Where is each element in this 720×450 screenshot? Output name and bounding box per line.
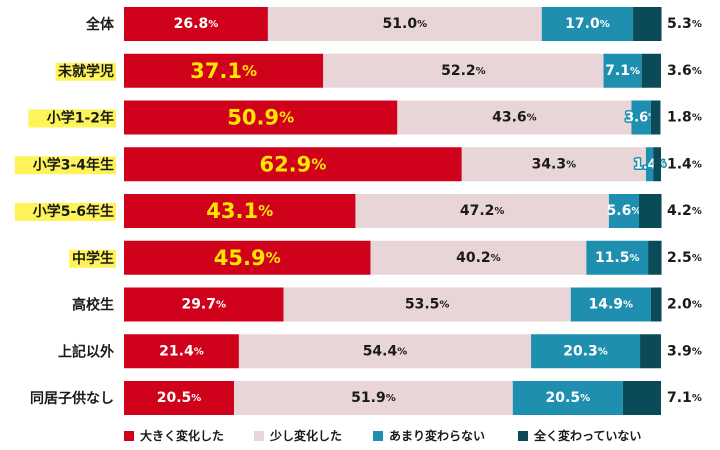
bar-segment — [283, 287, 571, 322]
category-label: 中学生 — [72, 250, 114, 267]
bar-segment — [570, 287, 651, 322]
legend-label: 全く変わっていない — [533, 428, 641, 443]
category-highlight — [14, 156, 116, 175]
bars-group: 全体 26.8% 51.0% 17.0% 5.3% 未就学児 37.1% 52.2% 7.1% 3… — [14, 7, 702, 415]
data-label: 51.0% — [383, 16, 428, 32]
data-label: 50.9% — [227, 106, 294, 130]
data-label: 5.6% — [607, 203, 642, 219]
category-label: 小学5-6年生 — [33, 203, 114, 220]
bar-segment — [124, 53, 324, 88]
legend-swatch — [124, 431, 134, 441]
data-label: 2.5% — [667, 250, 702, 266]
bar-segment — [124, 100, 398, 135]
data-label: 20.5% — [157, 390, 202, 406]
category-highlight — [28, 109, 116, 128]
legend: 大きく変化した 少し変化した あまり変わらない 全く変わっていない — [124, 428, 641, 443]
legend-label: あまり変わらない — [389, 428, 485, 443]
bar-segment — [124, 240, 371, 275]
bar-segment — [238, 334, 532, 369]
bar-segment — [124, 381, 235, 415]
data-label: 2.0% — [667, 297, 702, 313]
data-label: 43.6% — [492, 110, 537, 126]
category-highlight — [55, 62, 116, 81]
data-label: 62.9% — [259, 152, 326, 176]
category-label: 高校生 — [72, 297, 114, 314]
bar-segment — [124, 194, 356, 228]
data-label: 29.7% — [181, 297, 226, 313]
data-label: 14.9% — [589, 297, 634, 313]
bar-segment — [124, 334, 239, 369]
data-label: 17.0% — [565, 16, 610, 32]
legend-label: 大きく変化した — [140, 428, 224, 443]
data-label: 3.9% — [667, 343, 702, 359]
data-label: 53.5% — [405, 297, 450, 313]
bar-segment — [622, 381, 661, 415]
data-label: 40.2% — [456, 250, 501, 266]
category-label: 小学1-2年 — [47, 110, 114, 127]
bar-segment — [531, 334, 641, 369]
category-label: 同居子供なし — [30, 390, 114, 407]
data-label: 4.2% — [667, 203, 702, 219]
data-label: 20.3% — [563, 343, 608, 359]
data-label: 7.1% — [605, 63, 640, 79]
data-label: 37.1% — [190, 59, 257, 83]
bar-segment — [641, 53, 661, 88]
data-label: 1.8% — [667, 110, 702, 126]
category-label: 小学3-4年生 — [33, 156, 114, 173]
legend-swatch — [518, 431, 528, 441]
data-label: 54.4% — [363, 343, 408, 359]
data-label: 26.8% — [174, 16, 219, 32]
bar-segment — [461, 147, 646, 182]
category-highlight — [69, 249, 116, 268]
bar-segment — [124, 147, 462, 182]
bar-segment — [631, 100, 651, 135]
data-label: 1.4% — [667, 156, 702, 172]
bar-segment — [648, 240, 662, 275]
data-label: 52.2% — [441, 63, 486, 79]
data-label: 3.6% — [667, 63, 702, 79]
bar-segment — [640, 334, 661, 369]
bar-segment — [397, 100, 632, 135]
bar-segment — [608, 194, 639, 228]
data-label: 20.5% — [546, 390, 591, 406]
bar-segment — [370, 240, 587, 275]
bar-segment — [512, 381, 623, 415]
bar-segment — [603, 53, 642, 88]
bar-segment — [541, 7, 634, 41]
category-label: 全体 — [85, 16, 115, 33]
bar-segment — [267, 7, 542, 41]
data-label: 47.2% — [460, 203, 505, 219]
data-label: 11.5% — [595, 250, 640, 266]
bar-segment — [586, 240, 649, 275]
legend-swatch — [373, 431, 383, 441]
bar-segment — [650, 100, 661, 135]
category-label: 未就学児 — [58, 63, 114, 80]
data-label: 21.4% — [159, 343, 204, 359]
bar-segment — [645, 147, 654, 182]
bar-segment — [638, 194, 662, 228]
data-label: 43.1% — [206, 199, 273, 223]
bar-segment — [650, 287, 662, 322]
data-label: 5.3% — [667, 16, 702, 32]
bar-segment — [124, 7, 268, 41]
bar-segment — [124, 287, 284, 322]
category-label: 上記以外 — [58, 343, 114, 360]
data-label: 51.9% — [351, 390, 396, 406]
bar-segment — [323, 53, 604, 88]
legend-label: 少し変化した — [269, 428, 342, 443]
data-label: 34.3% — [532, 156, 577, 172]
bar-segment — [355, 194, 609, 228]
category-highlight — [14, 203, 116, 221]
bar-segment — [633, 7, 662, 41]
data-label: 45.9% — [214, 246, 281, 270]
bar-segment — [653, 147, 661, 182]
legend-swatch — [254, 431, 264, 441]
data-label: 7.1% — [667, 390, 702, 406]
bar-segment — [234, 381, 513, 415]
